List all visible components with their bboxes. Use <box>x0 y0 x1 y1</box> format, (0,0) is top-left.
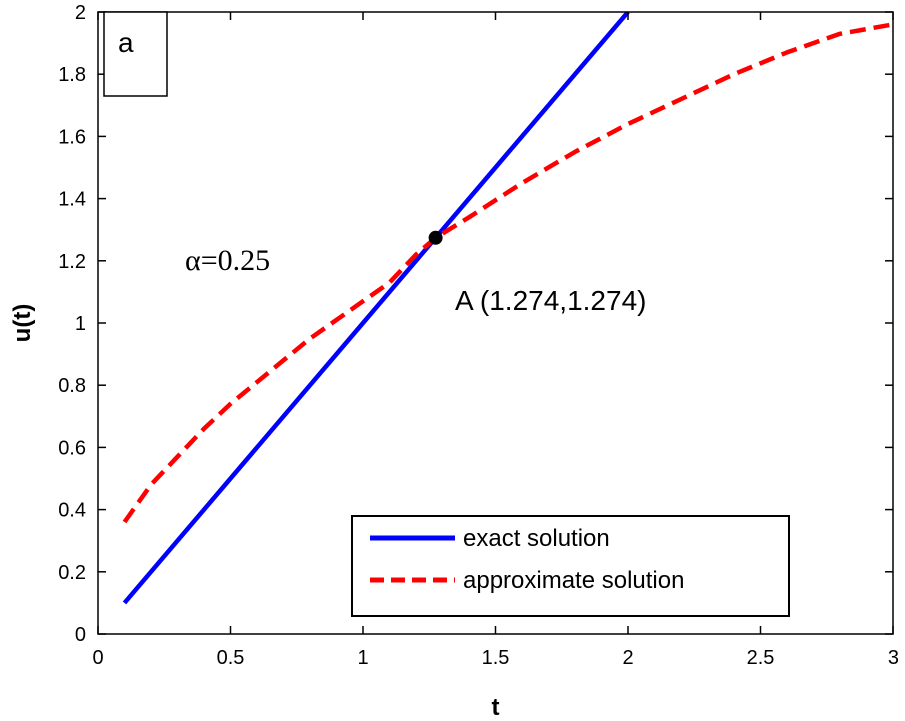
y-tick-label: 0.2 <box>58 562 86 584</box>
x-tick-label: 2.5 <box>747 647 775 669</box>
legend-label-approximate: approximate solution <box>463 567 684 594</box>
x-tick-label: 1 <box>357 647 368 669</box>
y-tick-label: 0.6 <box>58 437 86 459</box>
alpha-annotation: α=0.25 <box>185 244 270 277</box>
plot-layer <box>122 12 893 605</box>
y-tick-label: 2 <box>75 2 86 24</box>
series-line-exact <box>122 12 630 605</box>
x-tick-label: 0 <box>92 647 103 669</box>
y-axis-label: u(t) <box>9 304 36 343</box>
legend: exact solution approximate solution <box>351 515 790 617</box>
x-tick-label: 1.5 <box>482 647 510 669</box>
x-tick-label: 3 <box>888 647 899 669</box>
y-tick-label: 1.2 <box>58 251 86 273</box>
y-tick-label: 1 <box>75 313 86 335</box>
y-tick-label: 0 <box>75 624 86 646</box>
point-a-label: A (1.274,1.274) <box>455 285 646 316</box>
y-tick-label: 1.4 <box>58 189 86 211</box>
x-tick-label: 2 <box>622 647 633 669</box>
y-tick-label: 0.4 <box>58 500 86 522</box>
panel-label-box <box>103 11 168 97</box>
y-tick-label: 0.8 <box>58 375 86 397</box>
y-tick-label: 1.6 <box>58 126 86 148</box>
legend-label-exact: exact solution <box>463 525 610 552</box>
series-line-approximate <box>122 22 893 524</box>
x-tick-label: 0.5 <box>217 647 245 669</box>
x-axis-label: t <box>492 694 500 721</box>
panel-label: a <box>118 27 134 58</box>
y-tick-label: 1.8 <box>58 64 86 86</box>
intersection-point-a <box>428 230 443 245</box>
legend-box <box>351 515 790 617</box>
axes-layer: 0 0.5 1 1.5 2 2.5 3 0 0.2 0.4 0.6 0.8 1 1.2 1.4 1.6 1.8 2 <box>58 2 899 669</box>
